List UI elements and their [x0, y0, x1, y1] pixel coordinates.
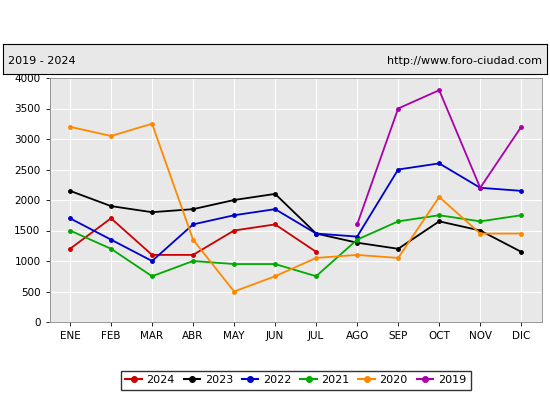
- Text: 2019 - 2024: 2019 - 2024: [8, 56, 76, 66]
- Text: Evolucion Nº Turistas Nacionales en el municipio de La Algaba: Evolucion Nº Turistas Nacionales en el m…: [68, 15, 482, 28]
- Text: http://www.foro-ciudad.com: http://www.foro-ciudad.com: [387, 56, 542, 66]
- Legend: 2024, 2023, 2022, 2021, 2020, 2019: 2024, 2023, 2022, 2021, 2020, 2019: [121, 371, 470, 390]
